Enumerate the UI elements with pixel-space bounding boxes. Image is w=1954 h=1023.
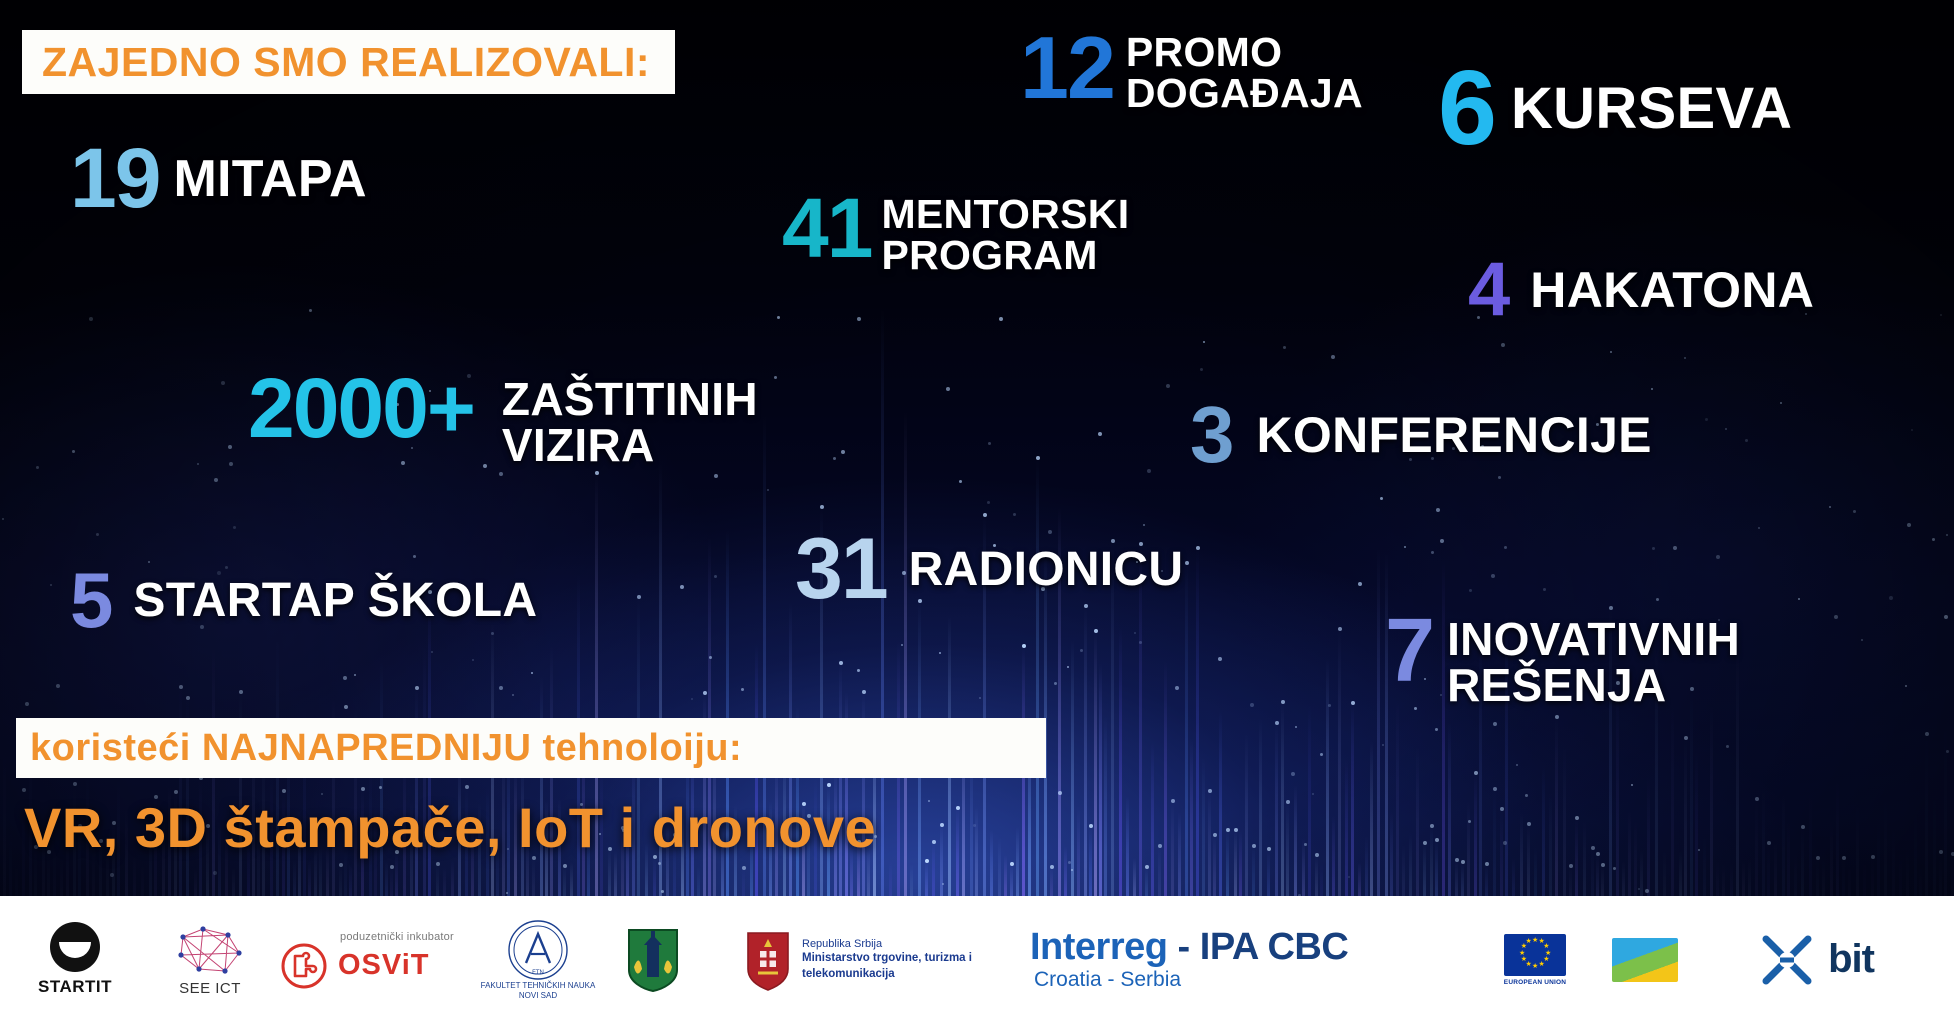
- startit-label: STARTIT: [37, 977, 112, 996]
- logo-european-union[interactable]: ★ ★ ★ ★ ★ ★ ★ ★ ★ ★ ★ ★ EUROPEAN UNION: [1480, 896, 1590, 1023]
- ministry-line2: Ministarstvo trgovine, turizma i: [802, 952, 972, 965]
- interreg-subtitle: Croatia - Serbia: [1034, 967, 1182, 991]
- logo-ftn-novi-sad[interactable]: FTN FAKULTET TEHNIČKIH NAUKA NOVI SAD: [478, 896, 598, 1023]
- stat-label: MENTORSKI PROGRAM: [881, 194, 1129, 276]
- stat-label: STARTAP ŠKOLA: [133, 573, 538, 627]
- interreg-program: IPA CBC: [1199, 925, 1349, 968]
- stat-label-line1: HAKATONA: [1530, 261, 1815, 318]
- osvit-label: OSViT: [338, 949, 430, 981]
- osvit-tagline: poduzetnički inkubator: [340, 930, 454, 943]
- logo-see-ict[interactable]: SEE ICT: [150, 896, 270, 1023]
- banner-bottom: koristeći NAJNAPREDNIJU tehnoloiju:: [16, 718, 1046, 778]
- stat-number: 12: [1020, 18, 1116, 117]
- ministry-line1: Republika Srbija: [802, 937, 883, 950]
- stat-label-line1: STARTAP ŠKOLA: [133, 573, 538, 627]
- see-ict-network-icon: [178, 925, 242, 974]
- stat-number: 41: [782, 181, 873, 275]
- logo-interreg[interactable]: Interreg - IPA CBC Croatia - Serbia: [1008, 896, 1480, 1023]
- stat-label: PROMO DOGAĐAJA: [1126, 32, 1363, 114]
- startit-icon: [50, 922, 100, 972]
- partner-logo-bar: STARTIT SEE ICT poduzetnički inkubator: [0, 896, 1954, 1023]
- eu-caption: EUROPEAN UNION: [1503, 978, 1567, 986]
- stat-inovativnih-resenja: 7 INOVATIVNIH REŠENJA: [1385, 601, 1740, 708]
- bit-mark-icon: [1762, 935, 1812, 984]
- stat-label-line1: PROMO: [1125, 29, 1283, 75]
- ftn-line1: FAKULTET TEHNIČKIH NAUKA: [480, 981, 596, 991]
- municipal-coat-of-arms-icon: [628, 928, 678, 992]
- ministry-label: Republika Srbija Ministarstvo trgovine, …: [802, 937, 972, 983]
- stat-zastitinih-vizira: 2000+ ZAŠTITINIH VIZIRA: [248, 361, 758, 468]
- stat-number: 3: [1190, 390, 1234, 479]
- stat-label-line2: VIZIRA: [501, 419, 655, 471]
- stat-mitapa: 19 MITAPA: [70, 131, 367, 225]
- logo-regional-flag[interactable]: [1590, 896, 1700, 1023]
- stat-label-line1: RADIONICU: [908, 542, 1184, 596]
- tech-line: VR, 3D štampače, IoT i dronove: [24, 796, 877, 859]
- stat-radionicu: 31 RADIONICU: [795, 521, 1184, 617]
- stat-label-line1: MITAPA: [173, 149, 367, 208]
- bit-label: bit: [1828, 937, 1875, 981]
- stat-label: KURSEVA: [1511, 79, 1792, 138]
- interreg-title: Interreg - IPA CBC: [1030, 925, 1349, 968]
- stat-kurseva: 6 KURSEVA: [1438, 49, 1792, 167]
- ministry-line3: telekomunikacija: [802, 967, 895, 980]
- stat-label-line2: DOGAĐAJA: [1125, 70, 1363, 116]
- stat-label-line2: REŠENJA: [1447, 659, 1667, 711]
- banner-top: ZAJEDNO SMO REALIZOVALI:: [22, 30, 675, 94]
- stat-number: 4: [1468, 247, 1510, 332]
- stat-mentorski-program: 41 MENTORSKI PROGRAM: [782, 181, 1129, 276]
- osvit-puzzle-icon: [281, 943, 327, 988]
- stat-number: 6: [1438, 49, 1497, 167]
- stat-label-line1: ZAŠTITINIH: [501, 373, 758, 425]
- see-ict-label: SEE ICT: [179, 979, 241, 997]
- stat-label: ZAŠTITINIH VIZIRA: [502, 376, 758, 468]
- stat-label-line1: KURSEVA: [1510, 75, 1793, 141]
- stat-hakatona: 4 HAKATONA: [1468, 247, 1814, 332]
- stat-label: INOVATIVNIH REŠENJA: [1447, 616, 1740, 708]
- ftn-line2: NOVI SAD: [518, 990, 558, 1000]
- stat-label-line1: KONFERENCIJE: [1256, 406, 1652, 463]
- stat-startap-skola: 5 STARTAP ŠKOLA: [70, 556, 538, 644]
- serbia-coat-of-arms-icon: [747, 931, 789, 991]
- stat-number: 5: [70, 556, 113, 644]
- stat-number: 19: [70, 131, 161, 225]
- logo-bit[interactable]: bit: [1700, 896, 1930, 1023]
- ftn-label: FAKULTET TEHNIČKIH NAUKA NOVI SAD: [481, 981, 596, 999]
- banner-bottom-text: koristeći NAJNAPREDNIJU tehnoloiju:: [30, 726, 743, 769]
- logo-startit[interactable]: STARTIT: [0, 896, 150, 1023]
- stat-label: HAKATONA: [1530, 265, 1814, 315]
- logo-osvit[interactable]: poduzetnički inkubator OSViT: [270, 896, 478, 1023]
- stat-number: 2000+: [248, 361, 476, 455]
- stat-promo-dogadjaja: 12 PROMO DOGAĐAJA: [1020, 18, 1363, 117]
- stat-label-line1: INOVATIVNIH: [1447, 613, 1740, 665]
- stat-number: 7: [1385, 601, 1435, 701]
- stat-label: RADIONICU: [908, 542, 1184, 596]
- interreg-main: Interreg: [1030, 925, 1168, 968]
- logo-ministry[interactable]: Republika Srbija Ministarstvo trgovine, …: [708, 896, 1008, 1023]
- regional-flag-icon: [1612, 937, 1678, 982]
- stat-konferencije: 3 KONFERENCIJE: [1190, 390, 1652, 479]
- stat-label-line2: PROGRAM: [881, 232, 1098, 278]
- ftn-seal-icon: FTN: [508, 920, 568, 981]
- svg-text:FTN: FTN: [532, 970, 544, 976]
- banner-top-text: ZAJEDNO SMO REALIZOVALI:: [42, 38, 651, 85]
- eu-flag-icon: ★ ★ ★ ★ ★ ★ ★ ★ ★ ★ ★ ★: [1504, 933, 1566, 976]
- stat-label-line1: MENTORSKI: [881, 191, 1130, 237]
- logo-municipality-crest[interactable]: [598, 896, 708, 1023]
- stat-label: KONFERENCIJE: [1257, 410, 1652, 460]
- stat-number: 31: [795, 521, 889, 617]
- stat-label: MITAPA: [173, 153, 366, 205]
- interreg-dash: -: [1167, 925, 1200, 968]
